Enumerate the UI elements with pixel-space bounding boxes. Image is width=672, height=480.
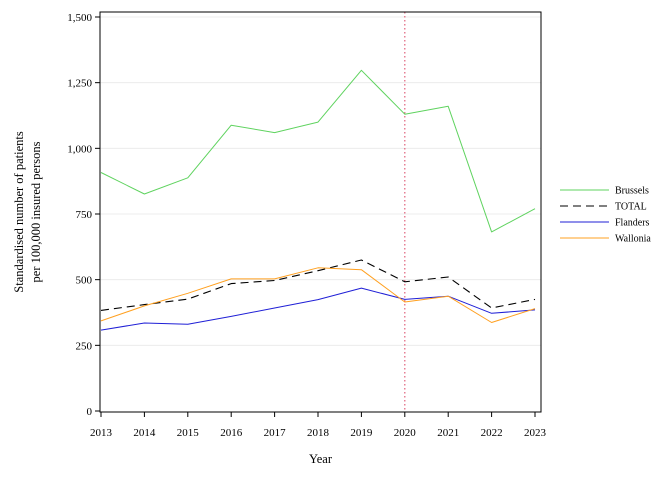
x-tick-label-7: 2020 xyxy=(394,427,417,439)
y-tick-label-5: 1,250 xyxy=(67,78,92,90)
y-tick-label-3: 750 xyxy=(76,209,93,221)
x-tick-label-10: 2023 xyxy=(524,427,547,439)
x-axis-title: Year xyxy=(309,452,333,466)
x-tick-label-0: 2013 xyxy=(90,427,113,439)
y-tick-label-0: 0 xyxy=(87,406,93,418)
series-line-brussels xyxy=(100,69,536,233)
series-line-total xyxy=(100,259,536,311)
x-tick-label-4: 2017 xyxy=(264,427,287,439)
y-axis-title-line-2: per 100,000 insured persons xyxy=(29,141,43,282)
plot-frame xyxy=(99,11,542,413)
x-tick-label-8: 2021 xyxy=(437,427,459,439)
y-tick-label-2: 500 xyxy=(76,275,93,287)
y-tick-label-6: 1,500 xyxy=(67,12,92,24)
series-line-flanders xyxy=(100,287,536,331)
x-tick-label-5: 2018 xyxy=(307,427,330,439)
legend-label-total: TOTAL xyxy=(615,202,647,213)
legend-label-brussels: Brussels xyxy=(615,186,649,197)
x-tick-label-9: 2022 xyxy=(481,427,503,439)
y-axis: 0 250 500 750 1,000 1,250 1,500 xyxy=(67,12,100,418)
legend-label-flanders: Flanders xyxy=(615,218,650,229)
y-tick-label-1: 250 xyxy=(76,340,93,352)
x-tick-label-2: 2015 xyxy=(177,427,200,439)
x-tick-label-1: 2014 xyxy=(133,427,156,439)
legend-label-wallonia: Wallonia xyxy=(615,234,651,245)
series-lines xyxy=(100,69,536,331)
y-axis-title-line-1: Standardised number of patients xyxy=(12,131,26,293)
series-line-wallonia xyxy=(100,267,536,323)
y-tick-label-4: 1,000 xyxy=(67,143,92,155)
x-axis: 2013 2014 2015 2016 2017 2018 2019 2020 2021 2022… xyxy=(90,412,547,439)
x-tick-label-6: 2019 xyxy=(350,427,373,439)
x-tick-label-3: 2016 xyxy=(220,427,243,439)
legend: Brussels TOTAL Flanders Wallonia xyxy=(560,186,651,245)
grid-lines xyxy=(100,16,541,346)
